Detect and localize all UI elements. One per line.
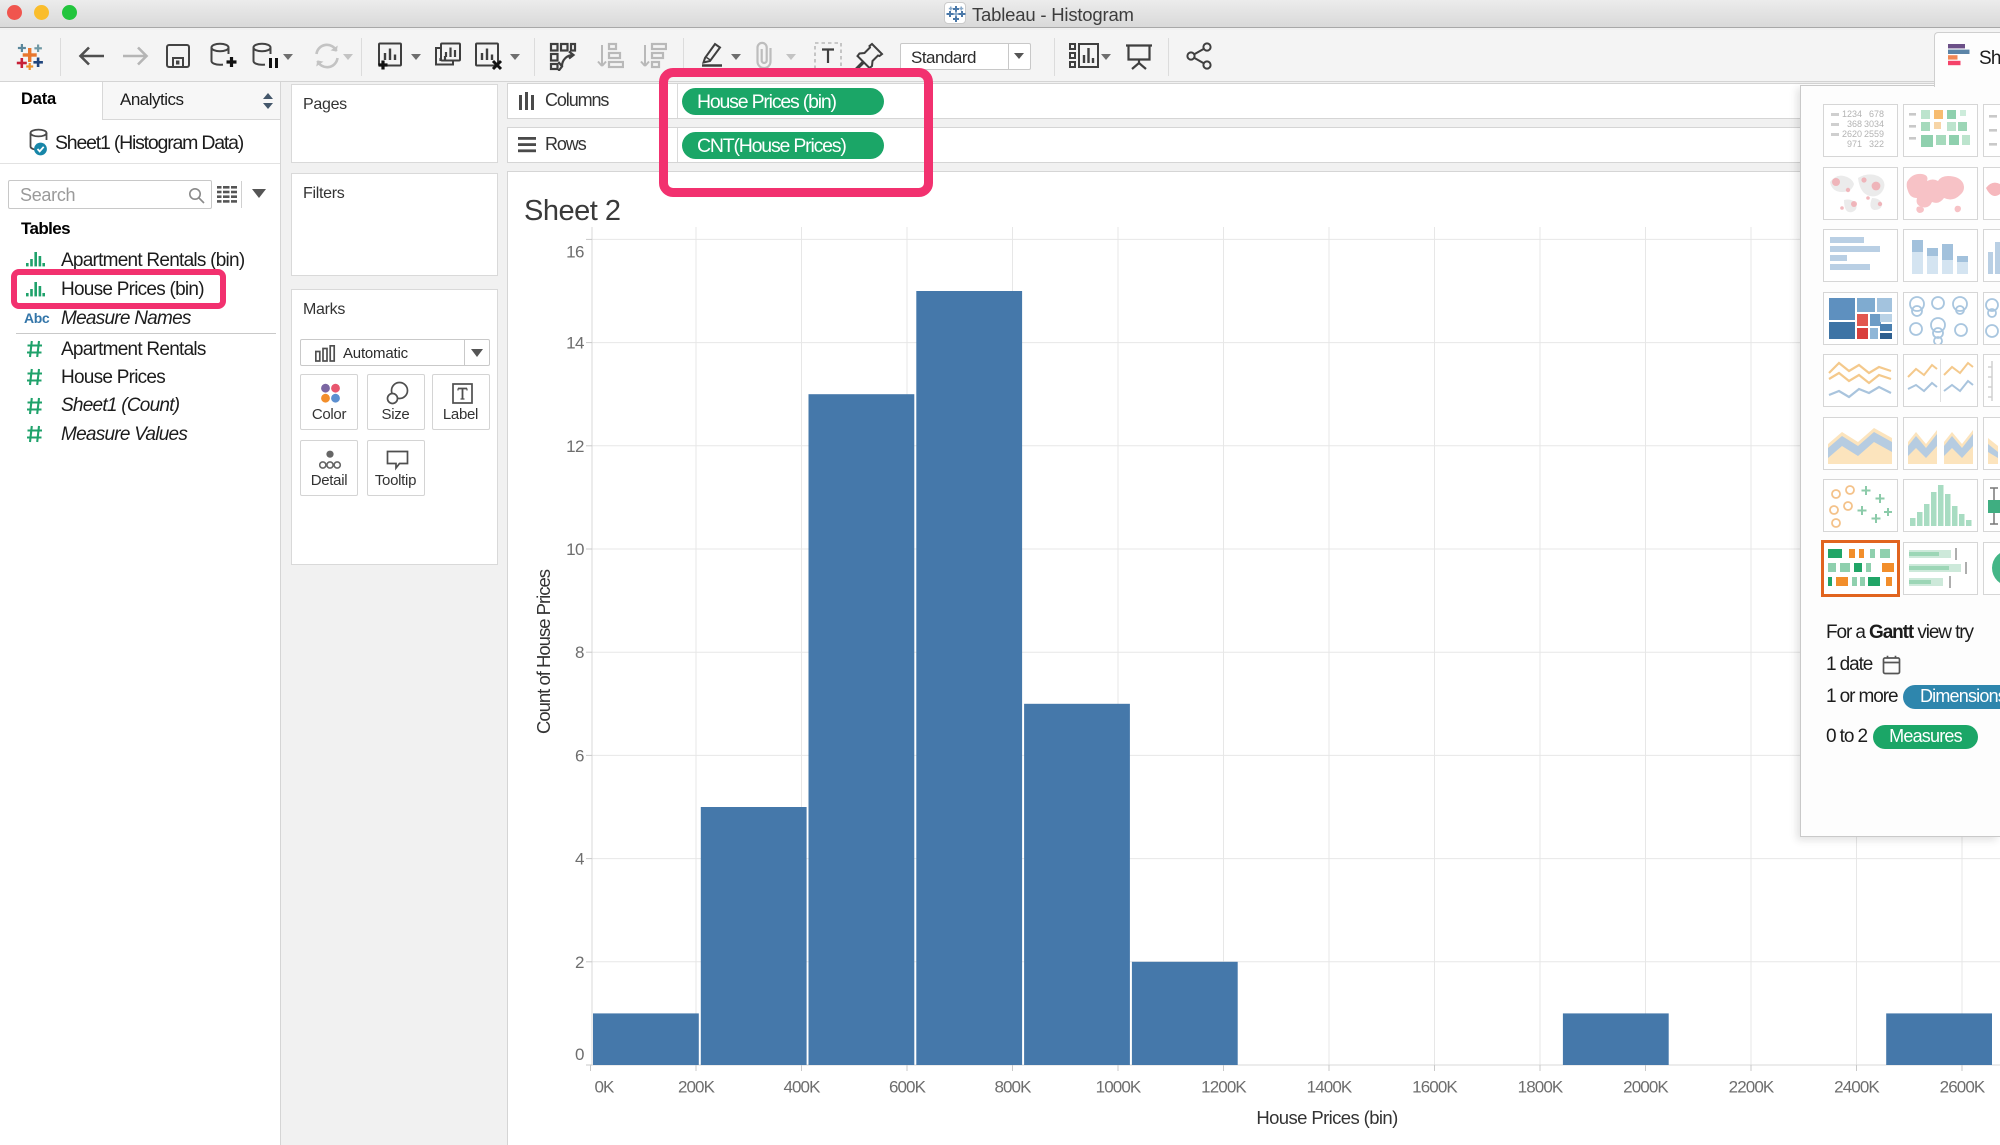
svg-text:8: 8: [575, 643, 584, 662]
svg-text:1200K: 1200K: [1201, 1078, 1247, 1097]
svg-text:10: 10: [566, 540, 584, 559]
svg-text:Sheet 2: Sheet 2: [524, 195, 620, 227]
svg-text:200K: 200K: [678, 1078, 716, 1097]
svg-text:0K: 0K: [595, 1078, 616, 1097]
svg-text:12: 12: [566, 437, 584, 456]
svg-text:1234: 1234: [1842, 109, 1862, 119]
svg-text:2620: 2620: [1842, 129, 1862, 139]
svg-text:1400K: 1400K: [1307, 1078, 1353, 1097]
svg-text:971: 971: [1847, 139, 1862, 149]
svg-text:678: 678: [1869, 109, 1884, 119]
svg-text:14: 14: [566, 334, 584, 353]
svg-text:2200K: 2200K: [1729, 1078, 1775, 1097]
svg-text:Count of House Prices: Count of House Prices: [533, 569, 554, 734]
svg-text:2400K: 2400K: [1834, 1078, 1880, 1097]
svg-text:400K: 400K: [783, 1078, 821, 1097]
svg-text:1000K: 1000K: [1096, 1078, 1142, 1097]
svg-text:800K: 800K: [994, 1078, 1032, 1097]
svg-text:2: 2: [575, 953, 584, 972]
svg-text:600K: 600K: [889, 1078, 927, 1097]
svg-text:1800K: 1800K: [1518, 1078, 1564, 1097]
svg-text:2600K: 2600K: [1940, 1078, 1986, 1097]
svg-text:16: 16: [566, 243, 584, 262]
svg-text:House Prices (bin): House Prices (bin): [1256, 1107, 1398, 1128]
svg-text:368: 368: [1847, 119, 1862, 129]
svg-text:3034: 3034: [1864, 119, 1884, 129]
svg-text:322: 322: [1869, 139, 1884, 149]
svg-text:0: 0: [575, 1045, 584, 1064]
svg-text:2000K: 2000K: [1623, 1078, 1669, 1097]
svg-text:2559: 2559: [1864, 129, 1884, 139]
svg-text:4: 4: [575, 850, 584, 869]
svg-text:1600K: 1600K: [1412, 1078, 1458, 1097]
svg-text:6: 6: [575, 746, 584, 765]
